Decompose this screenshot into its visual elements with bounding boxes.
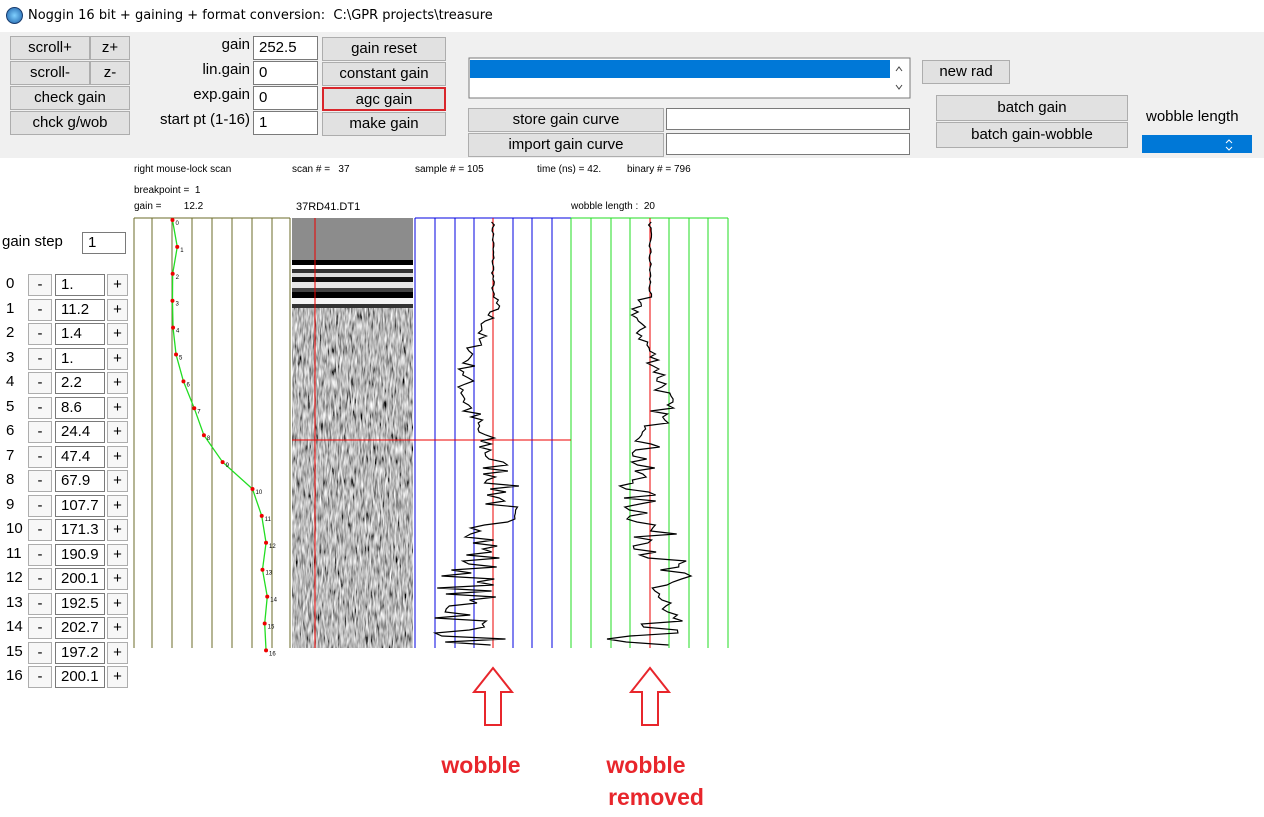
gain-point — [265, 595, 269, 599]
radar-band — [292, 288, 413, 292]
gain-point — [264, 648, 268, 652]
trace — [607, 222, 691, 645]
gain-point-label: 8 — [207, 436, 211, 442]
radar-band — [292, 282, 413, 288]
spin-box[interactable] — [1142, 135, 1252, 153]
plot-area: wobble wobble removed 012345678910111213… — [0, 0, 1264, 817]
trace — [435, 222, 519, 645]
gain-point — [221, 460, 225, 464]
gain-point — [260, 514, 264, 518]
radar-band — [292, 260, 413, 265]
annotation: wobble — [605, 752, 685, 778]
gain-point — [181, 379, 185, 383]
radar-band — [292, 298, 413, 304]
gain-point — [170, 299, 174, 303]
gain-point — [174, 353, 178, 357]
radar-noise — [292, 300, 413, 648]
app-window: Noggin 16 bit + gaining + format convers… — [0, 0, 1264, 817]
radar-band — [292, 292, 413, 298]
gain-point-label: 16 — [269, 651, 276, 657]
gain-point — [264, 541, 268, 545]
gain-point — [202, 433, 206, 437]
gain-point-label: 13 — [265, 571, 272, 577]
gain-point-label: 15 — [268, 625, 275, 631]
selected-item — [470, 60, 890, 78]
gain-point — [192, 406, 196, 410]
gain-point-label: 7 — [197, 409, 201, 415]
gain-point-label: 12 — [269, 544, 276, 550]
gain-point-label: 4 — [176, 329, 180, 335]
gain-point-label: 3 — [175, 302, 179, 308]
radar-band — [292, 265, 413, 269]
radar-band — [292, 304, 413, 308]
arrows — [474, 668, 669, 725]
radar-band — [292, 277, 413, 282]
radar-band — [292, 269, 413, 273]
radar-band — [292, 273, 413, 277]
gain-point — [251, 487, 255, 491]
gain-point-label: 14 — [270, 598, 277, 604]
radar-top — [292, 218, 413, 260]
gain-curve — [172, 220, 267, 650]
gain-point-label: 2 — [176, 275, 180, 281]
gain-point-label: 0 — [175, 221, 179, 227]
gain-point-label: 6 — [186, 382, 190, 388]
gain-point — [170, 218, 174, 222]
gain-point — [260, 568, 264, 572]
gain-point — [171, 272, 175, 276]
annotation: wobble — [440, 752, 520, 778]
gain-point — [263, 622, 267, 626]
gain-point-label: 1 — [180, 248, 184, 254]
annotation: removed — [608, 784, 704, 810]
gain-point-label: 11 — [265, 517, 272, 523]
gain-point-label: 5 — [179, 356, 183, 362]
gain-point-label: 10 — [256, 490, 263, 496]
gain-point — [171, 326, 175, 330]
gain-point — [175, 245, 179, 249]
